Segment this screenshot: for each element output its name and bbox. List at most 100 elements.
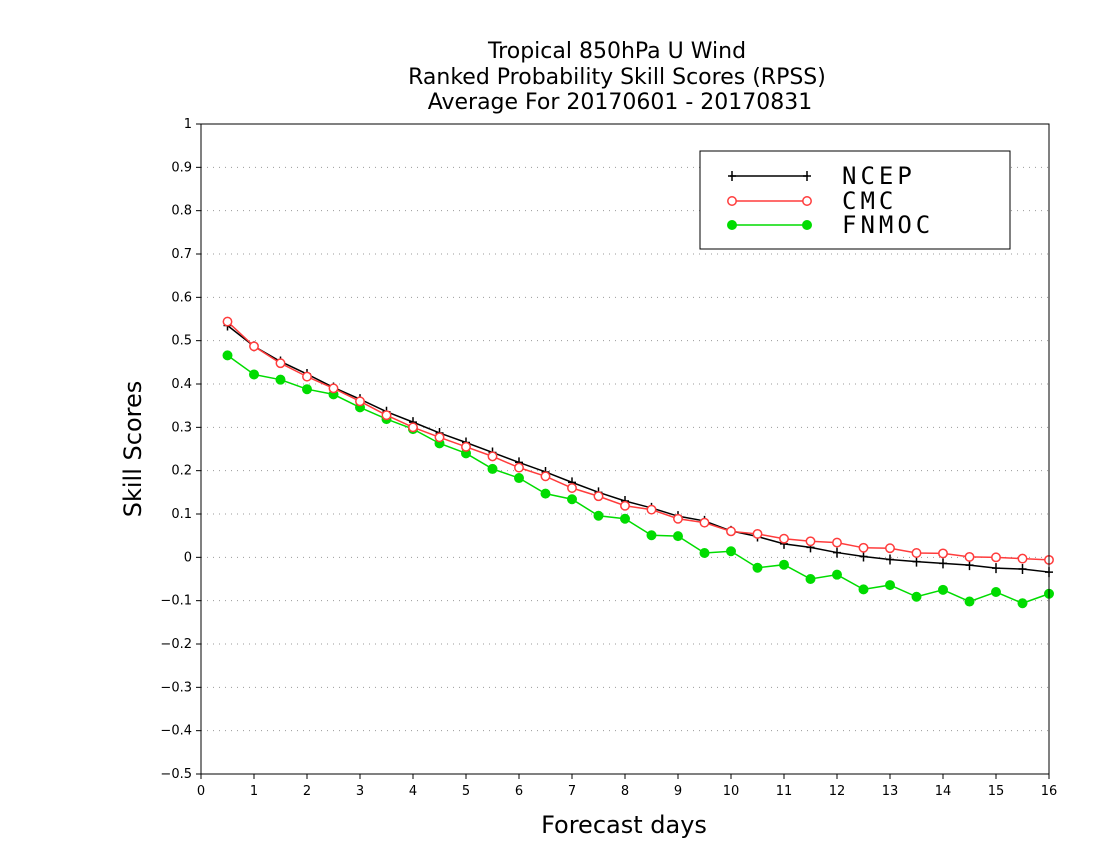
fnmoc-point xyxy=(805,574,816,584)
legend-label-fnmoc: FNMOC xyxy=(842,211,934,239)
legend-marker-cmc xyxy=(802,196,812,206)
fnmoc-point xyxy=(726,546,736,557)
x-tick-label: 15 xyxy=(988,784,1005,799)
ncep-point xyxy=(833,547,841,558)
grid xyxy=(201,166,1049,732)
chart-title-line-1: Tropical 850hPa U Wind xyxy=(487,39,746,64)
cmc-line xyxy=(226,321,1050,561)
legend-marker-ncep xyxy=(728,171,736,181)
fnmoc-point xyxy=(222,350,233,361)
fnmoc-point xyxy=(779,559,789,570)
x-tick-label: 4 xyxy=(409,784,417,799)
fnmoc-point xyxy=(752,562,763,573)
legend-entry-ncep: NCEP xyxy=(728,162,916,190)
cmc-point xyxy=(779,533,789,544)
cmc-point xyxy=(540,471,551,482)
fnmoc-point xyxy=(991,587,1001,597)
fnmoc-point xyxy=(885,580,895,591)
y-tick-label: 0.7 xyxy=(171,247,192,262)
cmc-point xyxy=(302,371,312,382)
x-tick-label: 0 xyxy=(197,784,205,799)
cmc-point xyxy=(699,517,710,528)
y-tick-label: −0.4 xyxy=(160,724,192,739)
fnmoc-point xyxy=(567,494,577,505)
x-tick-label: 11 xyxy=(776,784,793,799)
legend-label-cmc: CMC xyxy=(842,187,897,215)
fnmoc-point xyxy=(646,530,657,541)
cmc-point xyxy=(249,341,259,352)
x-tick-label: 13 xyxy=(882,784,899,799)
x-tick-label: 10 xyxy=(723,784,740,799)
cmc-point xyxy=(434,432,445,443)
cmc-point xyxy=(487,451,498,462)
cmc-point xyxy=(408,422,418,433)
y-tick-label: 0.1 xyxy=(171,507,192,522)
fnmoc-point xyxy=(832,569,842,580)
legend-label-ncep: NCEP xyxy=(842,162,916,190)
y-tick-label: 0.4 xyxy=(171,377,192,392)
legend-entry-cmc: CMC xyxy=(727,187,897,215)
y-tick-label: 0.5 xyxy=(171,334,192,349)
x-tick-label: 12 xyxy=(829,784,846,799)
y-tick-label: −0.2 xyxy=(160,637,192,652)
y-axis-ticks: 1 0.9 0.8 0.7 0.6 0.5 0.4 0.3 0.2 0.1 0 −0.1 −0.2 −0.… xyxy=(160,117,201,782)
cmc-point xyxy=(381,410,392,421)
fnmoc-point xyxy=(302,384,312,395)
x-tick-label: 6 xyxy=(515,784,523,799)
y-tick-label: 0.8 xyxy=(171,204,192,219)
y-tick-label: −0.3 xyxy=(160,680,192,695)
cmc-point xyxy=(991,552,1001,563)
y-tick-label: 0.6 xyxy=(171,290,192,305)
fnmoc-point xyxy=(249,369,259,380)
y-tick-label: −0.1 xyxy=(160,594,192,609)
y-tick-label: 0.9 xyxy=(171,160,192,175)
y-tick-label: 0.2 xyxy=(171,464,192,479)
cmc-point xyxy=(911,548,922,558)
series-fnmoc xyxy=(222,350,1054,609)
cmc-point xyxy=(275,358,286,369)
cmc-point xyxy=(620,500,630,511)
x-tick-label: 2 xyxy=(303,784,311,799)
cmc-point xyxy=(328,383,339,394)
series-lines xyxy=(222,316,1054,609)
plot-area-frame xyxy=(200,123,1050,775)
cmc-point xyxy=(567,483,577,493)
fnmoc-point xyxy=(620,513,630,524)
fnmoc-point xyxy=(275,374,286,385)
chart-title-line-2: Ranked Probability Skill Scores (RPSS) xyxy=(408,65,826,90)
fnmoc-point xyxy=(593,510,604,521)
cmc-point xyxy=(461,441,471,452)
legend-marker-fnmoc xyxy=(802,220,812,230)
legend-entry-fnmoc: FNMOC xyxy=(727,211,934,239)
x-tick-label: 5 xyxy=(462,784,470,799)
ncep-line xyxy=(227,324,1050,573)
fnmoc-point xyxy=(911,591,922,602)
y-tick-label: −0.5 xyxy=(160,767,192,782)
ncep-point xyxy=(886,554,894,565)
fnmoc-point xyxy=(938,584,948,595)
ncep-point xyxy=(912,556,921,567)
y-tick-label: 0 xyxy=(184,550,192,565)
x-tick-label: 9 xyxy=(674,784,682,799)
fnmoc-point xyxy=(858,584,869,595)
legend-box xyxy=(699,150,1011,250)
cmc-point xyxy=(593,491,604,502)
legend-marker-ncep xyxy=(803,171,811,181)
x-tick-label: 3 xyxy=(356,784,364,799)
cmc-point xyxy=(805,536,816,547)
cmc-point xyxy=(885,543,895,554)
cmc-point xyxy=(832,537,842,548)
fnmoc-point xyxy=(673,531,683,542)
x-axis-label: Forecast days xyxy=(541,811,707,839)
cmc-point xyxy=(726,526,736,537)
cmc-point xyxy=(1017,553,1028,564)
cmc-point xyxy=(938,548,948,559)
y-tick-label: 1 xyxy=(184,117,192,132)
y-tick-label: 0.3 xyxy=(171,420,192,435)
y-axis-label: Skill Scores xyxy=(119,381,147,518)
fnmoc-point xyxy=(540,488,551,499)
series-ncep xyxy=(223,320,1053,578)
cmc-point xyxy=(355,396,365,407)
ncep-point xyxy=(939,558,947,569)
fnmoc-point xyxy=(699,548,710,558)
